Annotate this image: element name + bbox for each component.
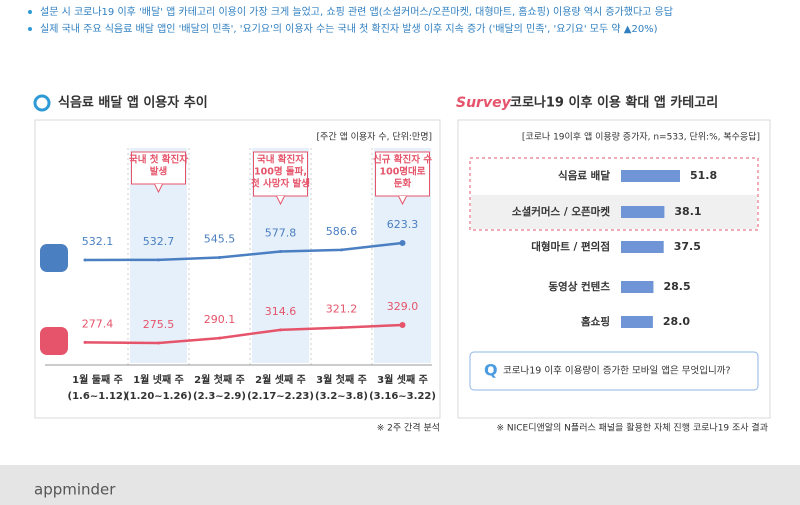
value-label: 532.1 <box>82 235 114 248</box>
highlight-box <box>469 157 759 231</box>
value-label: 532.7 <box>143 235 175 248</box>
callout-tail <box>154 183 163 194</box>
x-tick-sublabel: (2.3~2.9) <box>193 391 246 402</box>
category-label: 홈쇼핑 <box>581 315 610 328</box>
note: 설문 시 코로나19 이후 '배달' 앱 카테고리 이용이 가장 크게 늘었고,… <box>40 5 673 18</box>
value-label: 28.5 <box>663 280 690 293</box>
value-label: 545.5 <box>204 233 236 246</box>
x-tick-sublabel: (1.6~1.12) <box>68 391 128 402</box>
callout-text: 국내 첫 확진자 <box>129 154 188 166</box>
x-tick-label: 2월 셋째 주 <box>255 373 306 386</box>
point <box>279 328 282 332</box>
bar <box>621 206 665 218</box>
bullet <box>28 10 32 14</box>
source: ※ NICE디앤알의 N플러스 패널을 활용한 자체 진행 코로나19 조사 결… <box>496 422 768 434</box>
x-tick-label: 3월 첫째 주 <box>316 373 367 386</box>
series-line <box>84 323 403 345</box>
q-icon <box>33 94 51 112</box>
series-line <box>84 241 403 262</box>
value-label: 586.6 <box>326 225 358 238</box>
point <box>279 249 282 253</box>
callout-tail <box>398 195 407 206</box>
callout-text: 신규 확진자 수 <box>373 154 432 166</box>
x-tick-label: 1월 넷째 주 <box>133 373 184 386</box>
q-letter: Q <box>484 361 498 380</box>
chart-subtitle: [코로나 19이후 앱 이용량 증가자, n=533, 단위:%, 복수응답] <box>522 131 760 143</box>
value-label: 329.0 <box>387 300 419 313</box>
chart-title: 코로나19 이후 이용 확대 앱 카테고리 <box>510 95 718 111</box>
value-label: 623.3 <box>387 218 419 231</box>
point <box>399 240 406 246</box>
note: 실제 국내 주요 식음료 배달 앱인 '배달의 민족', '요기요'의 이용자 … <box>40 23 658 35</box>
callout-text: 국내 확진자 <box>257 154 304 166</box>
bar <box>621 241 664 253</box>
bar <box>621 170 680 182</box>
x-tick-label: 1월 둘째 주 <box>72 373 123 386</box>
value-label: 321.2 <box>326 303 358 316</box>
category-label: 동영상 컨텐츠 <box>548 280 610 293</box>
point <box>157 341 160 345</box>
point <box>157 258 160 262</box>
row-shade <box>471 195 757 229</box>
chart-subtitle: [주간 앱 이용자 수, 단위:만명] <box>317 131 432 143</box>
category-label: 소셜커머스 / 오픈마켓 <box>512 205 610 218</box>
callout-text: 발생 <box>150 166 167 178</box>
app-icon <box>40 327 68 355</box>
value-label: 577.8 <box>265 226 297 239</box>
logo: appminder <box>34 481 116 499</box>
point <box>399 322 406 328</box>
x-tick-sublabel: (2.17~2.23) <box>247 391 314 402</box>
value-label: 277.4 <box>82 317 114 330</box>
callout-text: 둔화 <box>394 178 412 190</box>
bullet <box>28 27 32 31</box>
value-label: 51.8 <box>690 169 717 182</box>
callout-text: 100명대로 <box>379 166 425 178</box>
callout-text: 첫 사망자 발생 <box>251 178 310 190</box>
bar <box>621 281 654 293</box>
callout-tail <box>276 195 285 206</box>
value-label: 314.6 <box>265 305 297 318</box>
survey-badge: Survey <box>456 95 512 111</box>
callout-text: 100명 돌파, <box>254 166 307 178</box>
point <box>340 248 343 252</box>
category-label: 대형마트 / 편의점 <box>531 240 610 253</box>
question: 코로나19 이후 이용량이 증가한 모바일 앱은 무엇입니까? <box>503 365 731 377</box>
app-icon <box>40 244 68 272</box>
x-tick-sublabel: (3.16~3.22) <box>369 391 436 402</box>
value-label: 37.5 <box>674 240 701 253</box>
category-label: 식음료 배달 <box>558 169 610 182</box>
x-tick-label: 2월 첫째 주 <box>194 373 245 386</box>
value-label: 275.5 <box>143 318 175 331</box>
point <box>83 340 87 344</box>
point <box>218 336 221 340</box>
point <box>218 256 221 260</box>
point <box>83 258 87 262</box>
value-label: 290.1 <box>204 313 236 326</box>
question-box <box>469 351 759 391</box>
point <box>340 326 343 330</box>
footer-band <box>0 465 800 505</box>
x-tick-sublabel: (3.2~3.8) <box>315 391 368 402</box>
chart-note: ※ 2주 간격 분석 <box>377 422 440 434</box>
bar <box>621 316 653 328</box>
value-label: 38.1 <box>674 205 701 218</box>
chart-title: 식음료 배달 앱 이용자 추이 <box>58 95 208 111</box>
callout <box>253 151 308 197</box>
x-tick-sublabel: (1.20~1.26) <box>125 391 192 402</box>
callout <box>375 151 430 197</box>
x-tick-label: 3월 셋째 주 <box>377 373 428 386</box>
value-label: 28.0 <box>663 315 690 328</box>
